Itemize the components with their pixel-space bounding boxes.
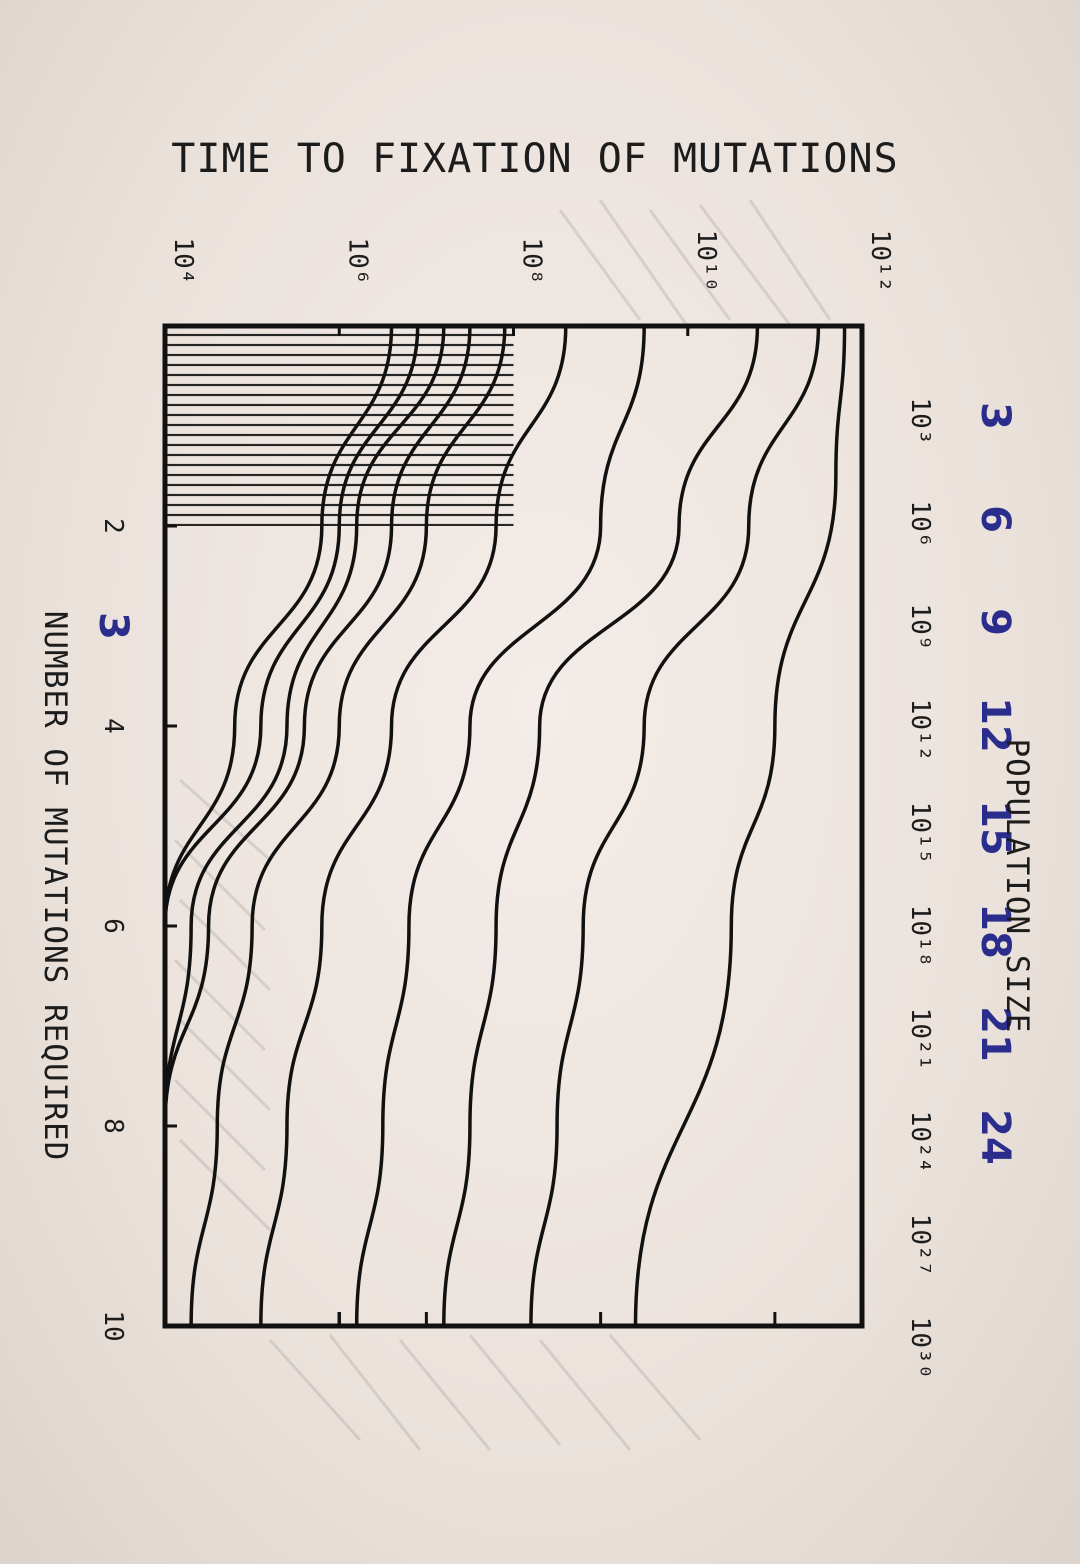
blue-exponent-note: 9 [972,608,1018,636]
blue-exponent-note: 21 [972,1006,1018,1062]
population-tick-label: 10²⁴ [905,1111,935,1174]
series-line-5 [259,326,568,1326]
blue-exponent-note: 6 [972,505,1018,533]
time-axis-ticks: 10⁴ 10⁶ 10⁸ 10¹⁰ 10¹² [163,230,895,336]
y-tick-label: 10⁸ [517,238,547,285]
series-line-4 [354,326,646,1326]
population-tick-label: 10¹² [905,699,935,762]
x-tick-label: 2 [98,518,128,534]
population-tick-label: 10³⁰ [905,1317,935,1380]
blue-exponent-note: 3 [972,402,1018,430]
y-tick-label: 10¹² [865,230,895,293]
pencil-shading [173,199,832,1451]
x-tick-label: 10 [98,1310,128,1341]
hatched-region [165,326,514,526]
population-tick-label: 10¹⁸ [905,905,935,968]
chart-title: TIME TO FIXATION OF MUTATIONS [171,136,898,182]
series-line-10 [165,326,394,1326]
population-tick-label: 10³ [905,398,935,445]
blue-exponent-note: 24 [972,1109,1018,1165]
series-line-1 [633,326,847,1326]
population-tick-label: 10²¹ [905,1008,935,1071]
population-tick-label: 10¹⁵ [905,802,935,865]
population-tick-label: 10²⁷ [905,1214,935,1277]
population-tick-label: 10⁹ [905,604,935,651]
y-tick-label: 10⁶ [342,238,372,285]
blue-exponent-note: 18 [972,903,1018,959]
population-axis-ticks: 10³ 10⁶ 10⁹ 10¹² 10¹⁵ 10¹⁸ 10²¹ 10²⁴ 10²⁷ 10³⁰ [905,398,935,1380]
series-line-2 [529,326,821,1326]
series-line-6 [189,326,507,1326]
blue-exponent-note: 12 [972,697,1018,753]
blue-exponent-note: 15 [972,800,1018,856]
x-tick-label: 4 [98,718,128,734]
population-axis-label: POPULATION SIZE [999,739,1035,1034]
series-line-8 [165,326,446,1326]
series-line-7 [165,326,472,1326]
plot-area [162,323,865,1329]
y-tick-label: 10¹⁰ [691,230,721,293]
x-tick-label: 6 [98,918,128,934]
blue-x-note: 3 [90,612,136,640]
y-tick-label: 10⁴ [168,238,198,285]
x-axis-label: NUMBER OF MUTATIONS REQUIRED [37,611,73,1162]
x-tick-label: 8 [98,1118,128,1134]
mutation-axis-ticks: 2 4 6 8 10 [98,518,777,1342]
population-tick-label: 10⁶ [905,501,935,548]
series-line-3 [442,326,760,1326]
